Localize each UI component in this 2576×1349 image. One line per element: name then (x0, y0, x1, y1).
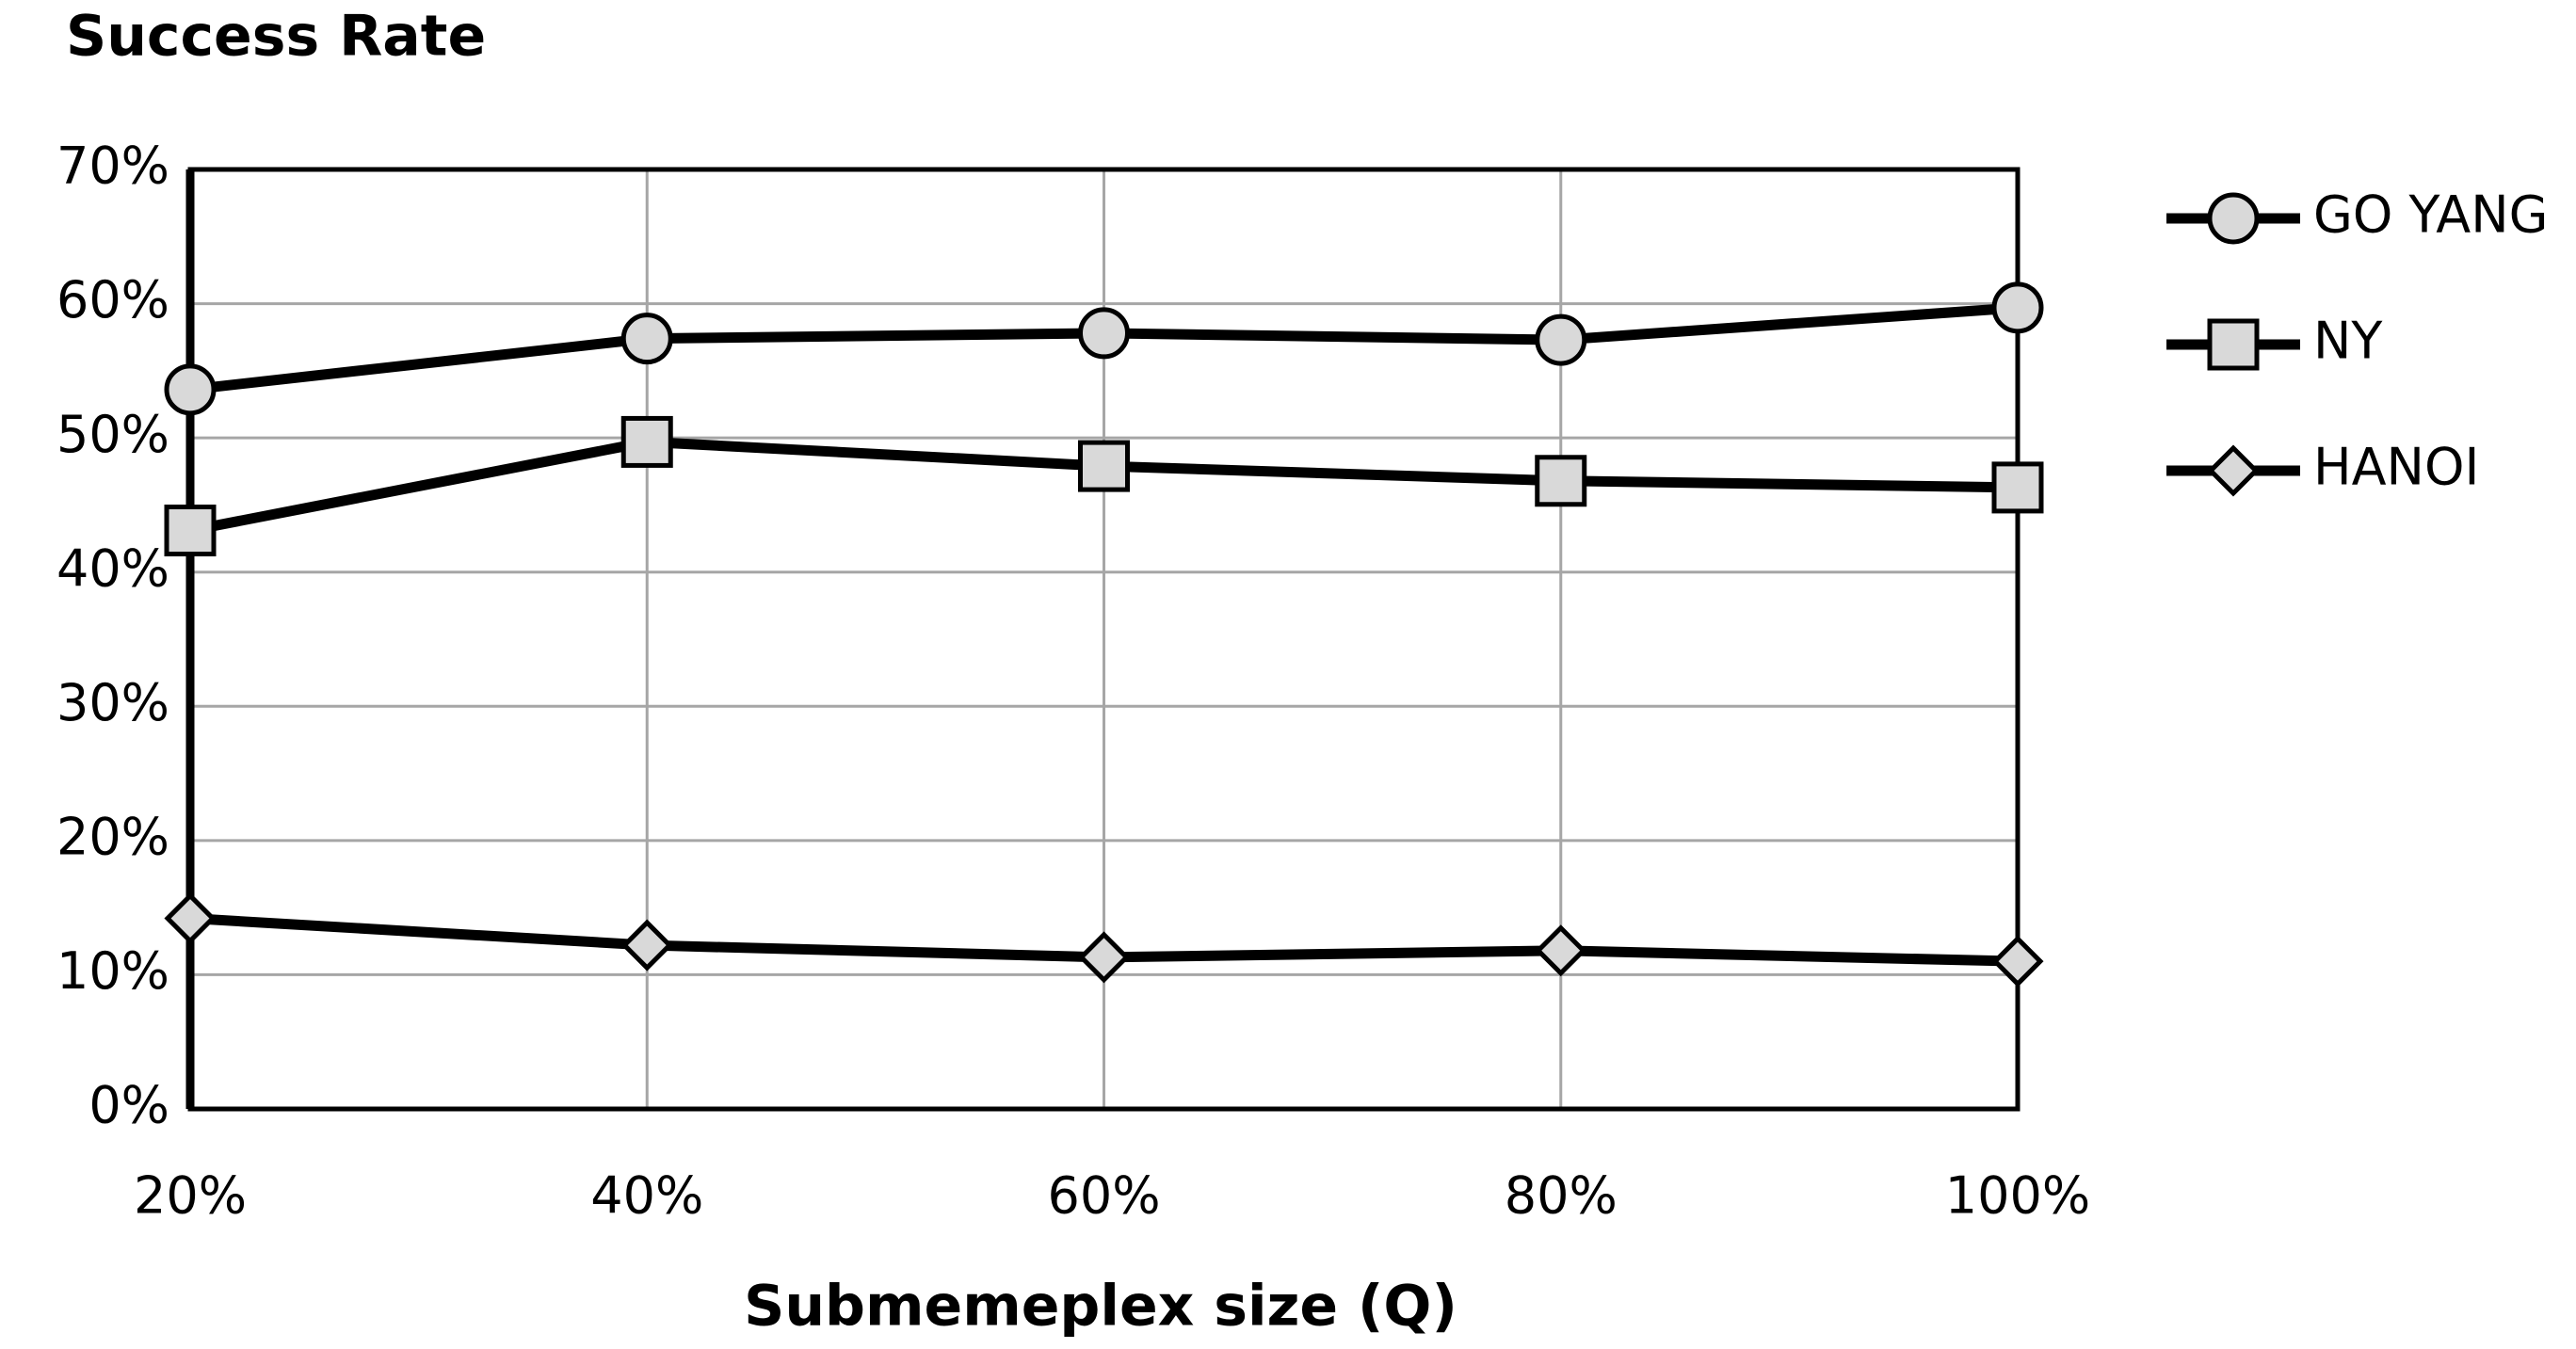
point (1077, 931, 1131, 984)
y-tick-label: 50% (56, 405, 169, 464)
x-axis-title: Submemeplex size (Q) (744, 1274, 1457, 1340)
legend-marker (2207, 444, 2260, 497)
x-tick-label: 80% (1505, 1166, 1618, 1226)
point (1991, 935, 2044, 988)
point (1535, 924, 1587, 977)
y-tick-label: 70% (56, 137, 169, 196)
legend-label: HANOI (2313, 438, 2479, 497)
x-tick-label: 20% (134, 1166, 247, 1226)
legend-marker (2207, 192, 2260, 245)
chart-title: Success Rate (66, 4, 486, 70)
point (1991, 281, 2044, 334)
x-tick-label: 60% (1047, 1166, 1160, 1226)
point (164, 892, 217, 945)
point (164, 363, 217, 416)
y-tick-label: 10% (56, 941, 169, 1001)
y-tick-label: 20% (56, 807, 169, 866)
point (1078, 307, 1130, 360)
point (620, 313, 673, 365)
x-tick-label: 40% (590, 1166, 703, 1226)
y-tick-label: 30% (56, 673, 169, 732)
point (1535, 455, 1587, 507)
legend-label: GO YANG (2313, 185, 2549, 245)
point (620, 919, 673, 972)
legend-marker (2207, 318, 2260, 371)
point (1991, 461, 2044, 514)
x-tick-label: 100% (1945, 1166, 2090, 1226)
point (164, 505, 217, 557)
point (620, 415, 673, 468)
y-tick-label: 40% (56, 538, 169, 598)
y-tick-label: 60% (56, 270, 169, 329)
point (1078, 440, 1130, 492)
legend-label: NY (2313, 312, 2383, 371)
point (1535, 313, 1587, 366)
y-tick-label: 0% (89, 1076, 169, 1135)
